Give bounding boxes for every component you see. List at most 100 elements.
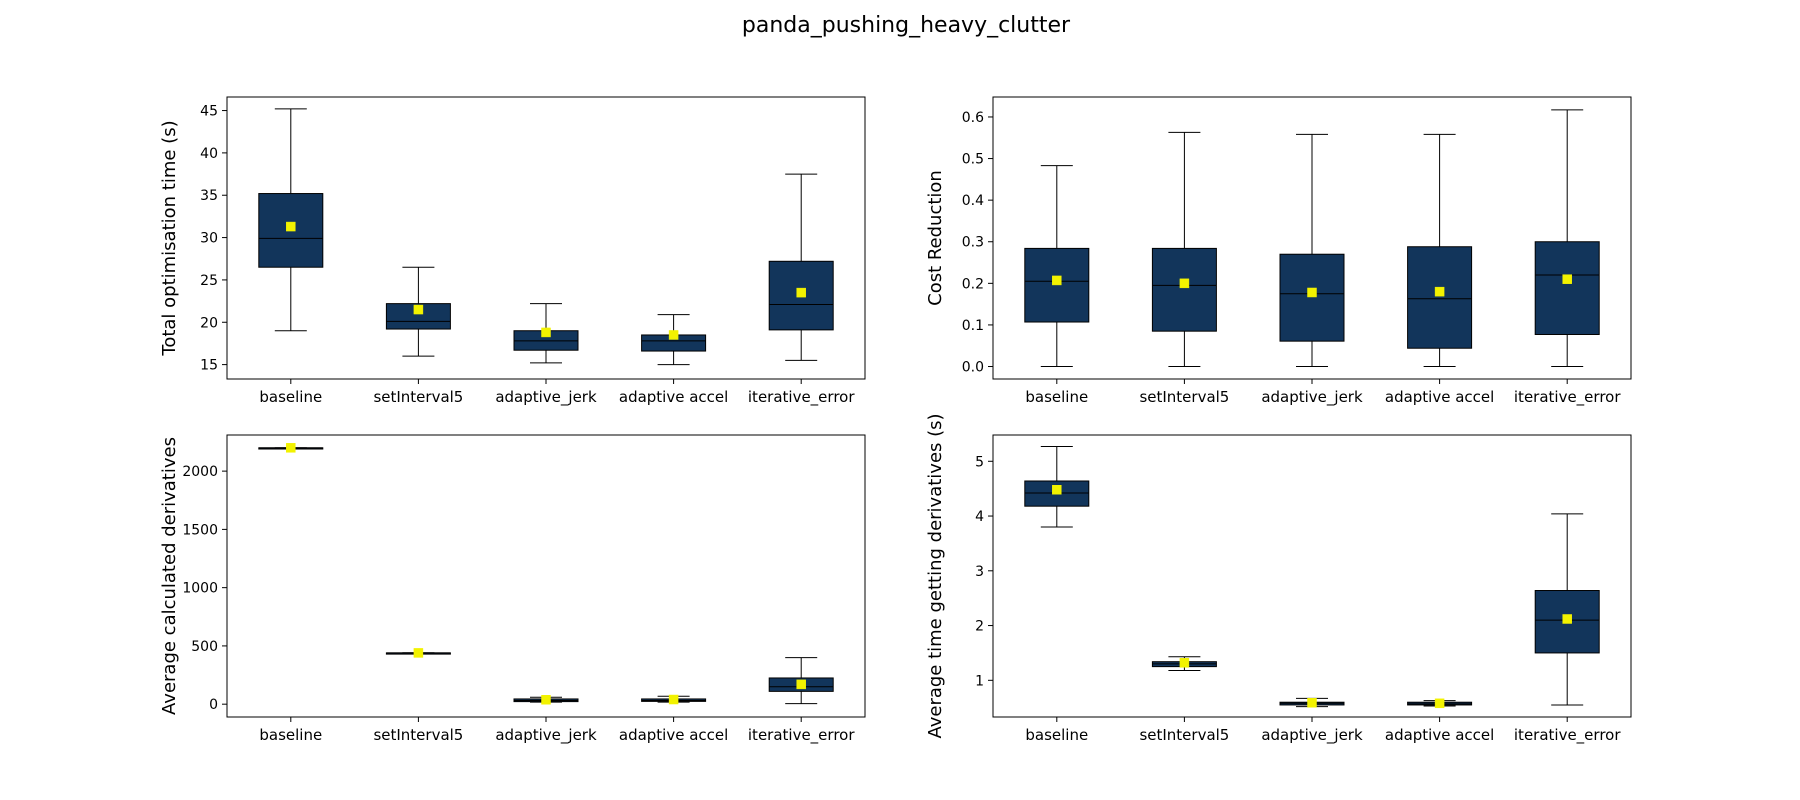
y-tick-label: 30 <box>200 231 218 247</box>
box-setInterval5 <box>385 266 451 357</box>
y-tick-label: 500 <box>191 639 218 655</box>
mean-marker <box>286 443 296 453</box>
x-tick-label: baseline <box>259 726 322 744</box>
box-setInterval5 <box>1151 656 1217 671</box>
mean-marker <box>1179 278 1190 289</box>
y-tick-label: 2 <box>975 619 984 635</box>
box-iterative_error <box>768 657 834 705</box>
x-tick-label: adaptive accel <box>1385 726 1494 744</box>
x-tick-label: adaptive_jerk <box>1261 388 1363 407</box>
mean-marker <box>541 327 551 338</box>
iqr-box <box>1151 247 1217 332</box>
y-tick-label: 0.3 <box>962 235 984 251</box>
mean-marker <box>1307 698 1317 708</box>
y-tick-label: 4 <box>975 509 984 525</box>
y-axis-label: Cost Reduction <box>925 170 946 306</box>
y-tick-label: 0.4 <box>962 193 984 209</box>
axes-frame <box>992 434 1632 718</box>
y-tick-label: 0.2 <box>962 276 984 292</box>
x-tick-label: adaptive_jerk <box>1261 726 1363 745</box>
mean-marker <box>1052 275 1062 286</box>
mean-marker <box>1307 287 1317 298</box>
mean-marker <box>1179 658 1190 668</box>
figure-title: panda_pushing_heavy_clutter <box>742 13 1071 38</box>
axes-frame <box>226 434 866 718</box>
y-tick-label: 15 <box>200 358 218 374</box>
box-adaptive_jerk <box>1279 697 1345 708</box>
x-tick-label: iterative_error <box>748 388 855 407</box>
mean-marker <box>1562 274 1572 284</box>
box-adaptive accel <box>1407 698 1473 709</box>
iqr-box <box>1279 253 1345 342</box>
x-tick-label: baseline <box>1025 388 1088 406</box>
y-tick-label: 0.1 <box>962 318 984 334</box>
iqr-box <box>1024 247 1090 323</box>
mean-marker <box>668 694 679 705</box>
box-setInterval5 <box>385 648 451 658</box>
mean-marker <box>1562 614 1572 624</box>
box-baseline <box>258 443 324 453</box>
box-adaptive_jerk <box>513 303 579 364</box>
y-tick-label: 40 <box>200 146 218 162</box>
box-iterative_error <box>1534 109 1600 368</box>
chart-panel-top-left: 15 20 25 30 35 40 45 Total optimisation time (s… <box>159 96 866 407</box>
x-tick-label: adaptive_jerk <box>495 388 597 407</box>
box-iterative_error <box>768 173 834 361</box>
chart-panel-top-right: 0.0 0.1 0.2 0.3 0.4 0.5 0.6 Cost Reduction basel… <box>925 96 1632 407</box>
box-setInterval5 <box>1151 131 1217 368</box>
box-iterative_error <box>1534 513 1600 706</box>
y-tick-label: 1 <box>975 673 984 689</box>
y-axis-label: Average time getting derivatives (s) <box>925 413 946 738</box>
mean-marker <box>541 695 551 705</box>
y-axis-label: Average calculated derivatives <box>159 437 180 715</box>
mean-marker <box>1052 485 1062 495</box>
y-tick-label: 0.6 <box>962 110 984 126</box>
box-adaptive accel <box>641 314 707 366</box>
box-baseline <box>1024 445 1090 528</box>
x-tick-label: setInterval5 <box>1139 726 1229 744</box>
mean-marker <box>668 330 679 340</box>
box-adaptive_jerk <box>513 695 579 705</box>
y-tick-label: 3 <box>975 564 984 580</box>
y-tick-label: 1000 <box>182 581 218 597</box>
x-tick-label: adaptive accel <box>1385 388 1494 406</box>
mean-marker <box>796 679 806 690</box>
y-tick-label: 35 <box>200 188 218 204</box>
iqr-box <box>1534 241 1600 335</box>
x-tick-label: iterative_error <box>1514 726 1621 745</box>
box-adaptive accel <box>641 694 707 705</box>
y-tick-label: 20 <box>200 315 218 331</box>
x-tick-label: adaptive accel <box>619 726 728 744</box>
mean-marker <box>1434 286 1445 297</box>
box-adaptive_jerk <box>1279 133 1345 368</box>
box-baseline <box>258 108 324 332</box>
mean-marker <box>1434 698 1445 709</box>
y-axis-label: Total optimisation time (s) <box>159 120 180 356</box>
x-tick-label: iterative_error <box>748 726 855 745</box>
mean-marker <box>286 221 296 232</box>
box-baseline <box>1024 165 1090 368</box>
y-tick-label: 45 <box>200 104 218 120</box>
y-tick-label: 25 <box>200 273 218 289</box>
y-tick-label: 5 <box>975 454 984 470</box>
mean-marker <box>413 304 424 315</box>
x-tick-label: adaptive accel <box>619 388 728 406</box>
x-tick-label: iterative_error <box>1514 388 1621 407</box>
y-tick-label: 2000 <box>182 464 218 480</box>
y-tick-label: 0.5 <box>962 152 984 168</box>
y-tick-label: 1500 <box>182 522 218 538</box>
y-tick-label: 0 <box>209 697 218 713</box>
x-tick-label: baseline <box>259 388 322 406</box>
iqr-box <box>1407 246 1473 349</box>
x-tick-label: setInterval5 <box>1139 388 1229 406</box>
x-tick-label: setInterval5 <box>373 388 463 406</box>
x-tick-label: baseline <box>1025 726 1088 744</box>
box-adaptive accel <box>1407 133 1473 368</box>
x-tick-label: setInterval5 <box>373 726 463 744</box>
mean-marker <box>796 287 806 298</box>
x-tick-label: adaptive_jerk <box>495 726 597 745</box>
mean-marker <box>413 648 424 658</box>
